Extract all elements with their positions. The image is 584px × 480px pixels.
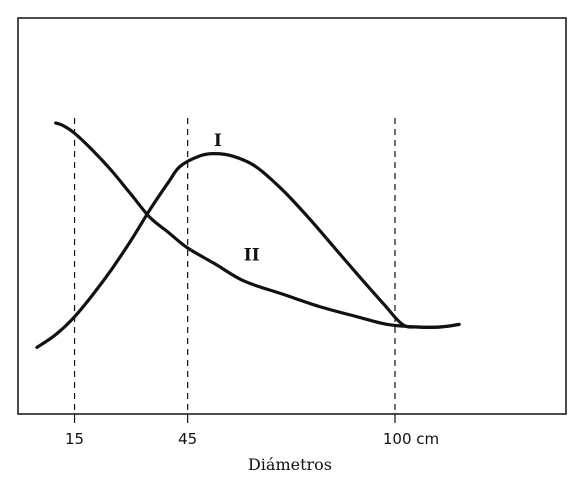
series-line-i <box>35 152 461 349</box>
x-axis-label: Diámetros <box>248 455 332 474</box>
plot-frame <box>17 17 567 415</box>
x-tick-label-100: 100 cm <box>383 430 439 448</box>
x-tick-label-15: 15 <box>65 430 84 448</box>
reference-lines <box>73 118 396 414</box>
series-line-ii <box>54 121 461 329</box>
series-label-i: I <box>214 131 222 151</box>
x-tick-label-45: 45 <box>178 430 197 448</box>
tick-marks <box>73 414 396 423</box>
tick-labels: 15 45 100 cm <box>65 430 439 448</box>
series-lines <box>35 121 461 349</box>
series-labels: III <box>214 131 260 266</box>
series-label-ii: II <box>244 246 260 266</box>
